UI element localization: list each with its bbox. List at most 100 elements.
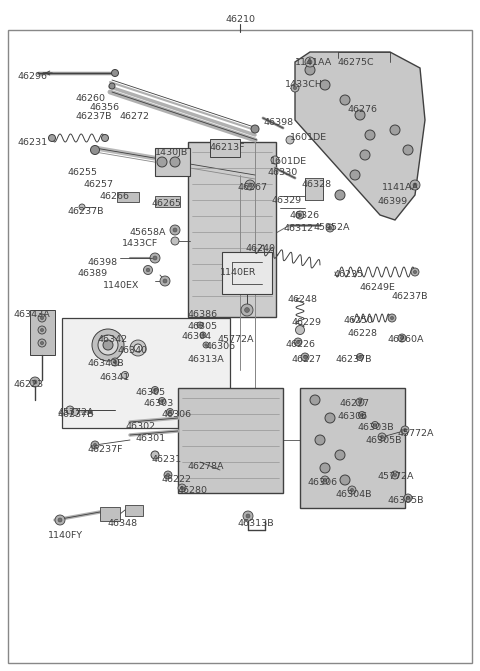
Text: 45772A: 45772A [58, 408, 95, 417]
Text: 46326: 46326 [290, 211, 320, 220]
Text: 1141AA: 1141AA [295, 58, 332, 67]
Circle shape [245, 307, 250, 313]
Text: 45772A: 45772A [218, 335, 254, 344]
Circle shape [350, 170, 360, 180]
Circle shape [301, 353, 309, 361]
Circle shape [121, 372, 129, 378]
Circle shape [111, 358, 119, 366]
Circle shape [365, 130, 375, 140]
Circle shape [413, 270, 417, 274]
Circle shape [173, 228, 177, 232]
Text: 46328: 46328 [302, 180, 332, 189]
Text: 46229: 46229 [292, 318, 322, 327]
Text: 46304: 46304 [182, 332, 212, 341]
Circle shape [33, 380, 37, 384]
Text: 46237F: 46237F [88, 445, 123, 454]
Text: 46330: 46330 [268, 168, 298, 177]
Text: 45952A: 45952A [313, 223, 349, 232]
Circle shape [168, 411, 171, 413]
Text: 46305: 46305 [188, 322, 218, 331]
Circle shape [403, 428, 407, 431]
Text: 46398: 46398 [88, 258, 118, 267]
Text: 46303B: 46303B [358, 423, 395, 432]
Text: 46329: 46329 [272, 196, 302, 205]
Text: 46227: 46227 [292, 355, 322, 364]
Text: 1140EX: 1140EX [103, 281, 139, 290]
Circle shape [296, 211, 304, 219]
Circle shape [296, 325, 304, 335]
Circle shape [294, 338, 302, 346]
Bar [155, 196, 180, 207]
Text: 45772A: 45772A [378, 472, 415, 481]
Circle shape [407, 497, 409, 500]
Text: 46302: 46302 [125, 422, 155, 431]
Circle shape [321, 476, 329, 484]
Circle shape [320, 463, 330, 473]
Text: 46266: 46266 [100, 192, 130, 201]
Circle shape [163, 279, 167, 283]
Circle shape [40, 317, 44, 319]
Circle shape [340, 475, 350, 485]
Circle shape [146, 268, 150, 272]
Circle shape [390, 317, 394, 319]
Circle shape [167, 409, 173, 415]
Circle shape [150, 253, 160, 263]
Circle shape [360, 150, 370, 160]
Circle shape [390, 125, 400, 135]
Circle shape [380, 435, 384, 439]
Circle shape [171, 237, 179, 245]
Text: 46226: 46226 [285, 340, 315, 349]
Circle shape [291, 84, 299, 92]
Circle shape [413, 183, 417, 187]
Circle shape [394, 474, 396, 476]
Circle shape [373, 423, 376, 426]
Bar [117, 192, 139, 202]
Circle shape [245, 180, 255, 190]
Circle shape [303, 356, 307, 358]
Circle shape [92, 329, 124, 361]
Circle shape [359, 401, 361, 403]
Circle shape [378, 433, 386, 441]
Text: 1601DE: 1601DE [270, 157, 307, 166]
Text: 1140FY: 1140FY [48, 531, 83, 540]
Circle shape [66, 406, 74, 414]
Circle shape [340, 95, 350, 105]
Text: 46231: 46231 [18, 138, 48, 147]
Bar [188, 142, 276, 317]
Circle shape [167, 474, 169, 476]
Text: 46398: 46398 [263, 118, 293, 127]
Text: 46301: 46301 [135, 434, 165, 443]
Text: 46222: 46222 [162, 475, 192, 484]
Text: 46237B: 46237B [75, 112, 111, 121]
Circle shape [356, 398, 364, 406]
Circle shape [326, 224, 334, 232]
Bar [30, 310, 55, 355]
Circle shape [38, 339, 46, 347]
Text: 1430JB: 1430JB [155, 148, 188, 157]
Circle shape [200, 332, 206, 338]
Circle shape [315, 435, 325, 445]
Text: 46303: 46303 [143, 399, 173, 408]
Circle shape [404, 494, 412, 502]
Circle shape [154, 389, 156, 391]
Circle shape [203, 342, 209, 348]
Bar [178, 388, 283, 493]
Circle shape [40, 342, 44, 345]
Text: 46343A: 46343A [13, 310, 50, 319]
Text: 46249E: 46249E [360, 283, 396, 292]
Text: 46228: 46228 [348, 329, 378, 338]
Circle shape [170, 157, 180, 167]
Circle shape [151, 451, 159, 459]
Circle shape [30, 377, 40, 387]
Circle shape [158, 397, 166, 405]
Circle shape [38, 326, 46, 334]
Bar [210, 139, 240, 157]
Text: 46306: 46306 [308, 478, 338, 487]
Text: 45658A: 45658A [130, 228, 167, 237]
Text: 46235: 46235 [333, 270, 363, 279]
Text: 46305B: 46305B [388, 496, 424, 505]
Circle shape [101, 134, 108, 142]
Text: 1141AA: 1141AA [382, 183, 419, 192]
Circle shape [79, 204, 85, 210]
Circle shape [113, 360, 117, 364]
